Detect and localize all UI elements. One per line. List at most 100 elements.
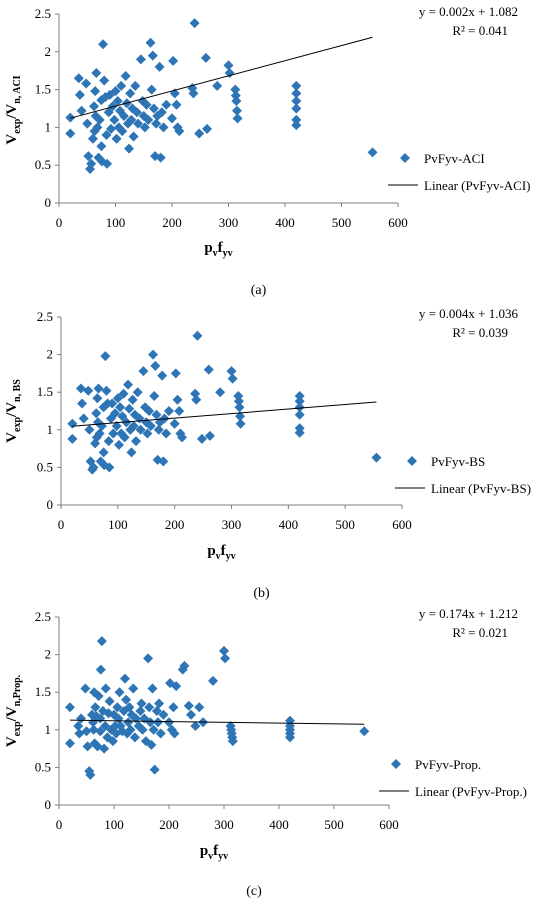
data-point — [133, 118, 144, 129]
data-point — [100, 683, 111, 694]
data-point — [155, 152, 166, 163]
data-point — [73, 721, 84, 732]
data-point — [124, 403, 135, 414]
data-point — [230, 84, 241, 95]
data-point — [123, 379, 134, 390]
legend-line-label: Linear (PvFyv-Prop.) — [415, 784, 527, 799]
y-tick-label: 0 — [47, 497, 54, 512]
regression-equation: y = 0.002x + 1.082 — [419, 4, 518, 19]
y-tick-label: 0 — [45, 195, 52, 210]
data-point — [151, 409, 162, 420]
data-point — [227, 373, 238, 384]
data-point — [235, 411, 246, 422]
data-point — [144, 406, 155, 416]
y-tick-label: 2.5 — [37, 309, 53, 324]
data-point — [371, 452, 382, 463]
data-point — [101, 385, 112, 396]
data-point — [91, 67, 102, 78]
data-point — [148, 724, 159, 735]
x-axis-label: pvfyv — [200, 843, 228, 862]
data-point — [158, 122, 169, 133]
data-point — [92, 393, 103, 404]
data-point — [92, 122, 103, 133]
panel-caption: (a) — [251, 283, 267, 298]
data-point — [155, 728, 166, 739]
data-point — [194, 128, 205, 139]
y-axis-label: Vexp/Vn, ACI — [4, 75, 23, 144]
data-point — [186, 709, 196, 720]
panel-caption: (b) — [253, 586, 270, 601]
data-point — [109, 114, 120, 125]
x-axis-label: pvfyv — [204, 240, 232, 259]
data-point — [208, 675, 218, 686]
data-point — [118, 388, 129, 399]
data-point — [128, 421, 139, 432]
trendline — [69, 719, 365, 725]
data-point — [126, 447, 137, 458]
data-point — [147, 50, 158, 61]
data-point — [88, 724, 99, 735]
data-point — [291, 95, 302, 106]
data-point — [156, 107, 167, 118]
data-point — [126, 114, 137, 125]
data-point — [149, 390, 160, 401]
data-point — [114, 687, 125, 698]
data-point — [291, 114, 302, 125]
x-tick-label: 500 — [335, 517, 355, 532]
x-tick-label: 400 — [269, 817, 289, 832]
data-point — [137, 724, 148, 735]
data-point — [95, 726, 106, 737]
data-point — [93, 690, 104, 701]
data-point — [128, 131, 139, 142]
data-point — [104, 696, 115, 707]
data-point — [110, 721, 121, 732]
data-point — [85, 769, 96, 780]
x-tick-label: 200 — [162, 215, 182, 230]
x-tick-label: 300 — [222, 517, 242, 532]
x-tick-label: 600 — [392, 517, 412, 532]
x-tick-label: 0 — [56, 817, 63, 832]
data-point — [291, 80, 302, 91]
y-tick-label: 1 — [47, 422, 54, 437]
y-tick-label: 1.5 — [35, 82, 51, 97]
data-point — [179, 660, 190, 671]
data-point — [291, 103, 302, 114]
data-point — [164, 717, 174, 728]
data-point — [83, 385, 94, 396]
y-tick-label: 1.5 — [37, 384, 53, 399]
x-tick-label: 300 — [214, 817, 234, 832]
data-point — [203, 364, 214, 375]
y-tick-label: 2 — [45, 44, 52, 59]
data-point — [212, 80, 223, 91]
x-tick-label: 100 — [108, 517, 128, 532]
y-tick-label: 2.5 — [35, 609, 51, 624]
data-point — [226, 366, 237, 377]
data-point — [124, 702, 135, 713]
data-point — [139, 122, 150, 133]
legend-marker-symbol — [391, 759, 401, 769]
x-tick-label: 600 — [379, 817, 399, 832]
data-point — [88, 462, 99, 473]
data-point — [103, 436, 114, 447]
data-point — [223, 60, 234, 71]
y-tick-label: 0.5 — [35, 759, 51, 774]
data-point — [147, 683, 158, 694]
data-point — [135, 706, 146, 716]
data-point — [132, 387, 143, 398]
data-point — [227, 736, 238, 747]
data-point — [77, 398, 88, 409]
data-point — [65, 738, 75, 749]
data-point — [170, 368, 181, 379]
data-point — [104, 462, 115, 473]
data-point — [95, 664, 106, 675]
data-point — [113, 439, 124, 450]
legend-marker-symbol — [400, 153, 410, 163]
data-point — [151, 706, 162, 716]
data-point — [127, 394, 138, 405]
data-point — [148, 103, 159, 114]
y-axis-label: Vexp/Vn, BS — [4, 379, 23, 443]
data-point — [67, 418, 78, 429]
data-point — [100, 351, 111, 362]
data-point — [82, 741, 93, 752]
data-point — [119, 432, 130, 443]
